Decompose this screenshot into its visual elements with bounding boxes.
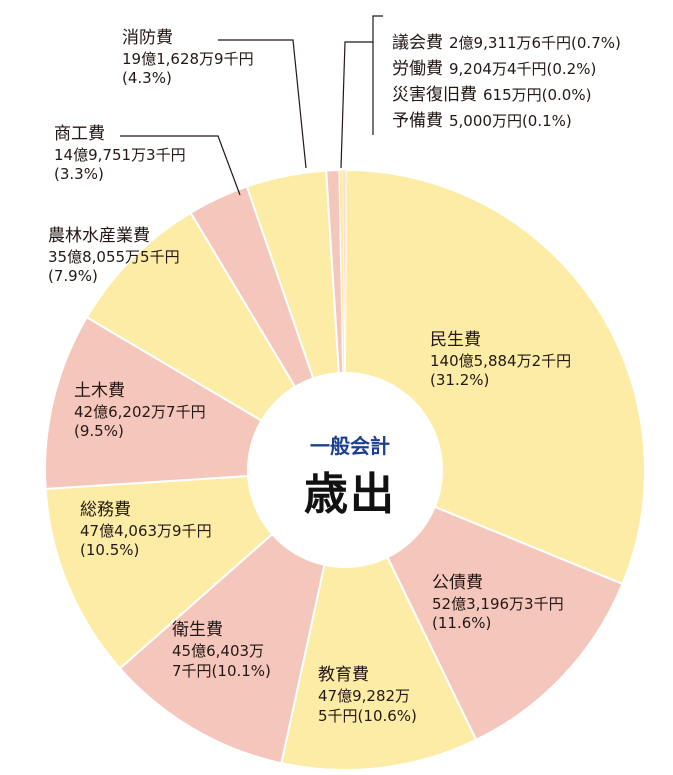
small-item-amount: 615万円(0.0%) xyxy=(483,86,592,104)
label-name: 消防費 xyxy=(122,28,173,48)
small-item-gikai: 議会費 2億9,311万6千円(0.7%) xyxy=(392,30,621,56)
label-name: 公債費 xyxy=(432,573,483,593)
label-kyouiku: 教育費 47億9,282万 5千円(10.6%) xyxy=(318,665,417,726)
label-kousai: 公債費 52億3,196万3千円 (11.6%) xyxy=(432,573,564,633)
small-item-amount: 5,000万円(0.1%) xyxy=(449,112,572,130)
small-item-amount: 9,204万4千円(0.2%) xyxy=(449,60,597,78)
label-name: 衛生費 xyxy=(172,620,223,640)
center-hole xyxy=(247,372,443,568)
label-percent: (10.5%) xyxy=(80,540,140,559)
small-item-name: 予備費 xyxy=(392,111,443,131)
label-eisei: 衛生費 45億6,403万 7千円(10.1%) xyxy=(172,620,271,681)
label-soumu: 総務費 47億4,063万9千円 (10.5%) xyxy=(80,500,212,560)
label-name: 商工費 xyxy=(54,124,105,144)
leader-line-shoukou xyxy=(120,135,241,196)
label-amount: 47億4,063万9千円 xyxy=(80,521,212,540)
label-amount: 42億6,202万7千円 xyxy=(74,402,206,421)
label-amount: 14億9,751万3千円 xyxy=(54,145,186,164)
leader-line-small-items xyxy=(340,15,383,169)
label-name: 農林水産業費 xyxy=(48,226,150,246)
small-items-list: 議会費 2億9,311万6千円(0.7%) 労働費 9,204万4千円(0.2%) … xyxy=(392,30,621,134)
label-name: 総務費 xyxy=(80,500,131,520)
label-minsei: 民生費 140億5,884万2千円 (31.2%) xyxy=(430,330,571,390)
label-percent: (10.1%) xyxy=(211,661,271,680)
label-amount: 140億5,884万2千円 xyxy=(430,351,572,370)
label-percent: (31.2%) xyxy=(430,370,490,389)
leader-line-shoubou xyxy=(218,39,307,169)
label-percent: (11.6%) xyxy=(432,613,492,632)
label-shoukou: 商工費 14億9,751万3千円 (3.3%) xyxy=(54,124,186,184)
small-item-name: 災害復旧費 xyxy=(392,85,477,105)
label-name: 教育費 xyxy=(318,665,369,685)
label-amount: 52億3,196万3千円 xyxy=(432,594,564,613)
label-percent: (10.6%) xyxy=(357,706,417,725)
label-percent: (7.9%) xyxy=(48,266,98,285)
label-amount-cont: 7千円 xyxy=(172,661,212,680)
label-shoubou: 消防費 19億1,628万9千円 (4.3%) xyxy=(122,28,254,88)
label-amount: 47億9,282万 xyxy=(318,686,411,705)
small-item-name: 労働費 xyxy=(392,59,443,79)
chart-title: 歳出 xyxy=(304,469,396,520)
label-percent: (9.5%) xyxy=(74,421,124,440)
small-item-amount: 2億9,311万6千円(0.7%) xyxy=(449,34,621,52)
small-item-saigai: 災害復旧費 615万円(0.0%) xyxy=(392,82,621,108)
small-item-roudou: 労働費 9,204万4千円(0.2%) xyxy=(392,56,621,82)
label-name: 民生費 xyxy=(430,330,481,350)
label-amount: 19億1,628万9千円 xyxy=(122,49,254,68)
label-nourin: 農林水産業費 35億8,055万5千円 (7.9%) xyxy=(48,226,180,286)
label-percent: (3.3%) xyxy=(54,164,104,183)
label-amount: 35億8,055万5千円 xyxy=(48,247,180,266)
small-item-yobi: 予備費 5,000万円(0.1%) xyxy=(392,108,621,134)
label-name: 土木費 xyxy=(74,381,125,401)
label-amount-cont: 5千円 xyxy=(318,706,358,725)
label-percent: (4.3%) xyxy=(122,68,172,87)
chart-subtitle: 一般会計 xyxy=(310,434,390,458)
label-amount: 45億6,403万 xyxy=(172,641,265,660)
label-doboku: 土木費 42億6,202万7千円 (9.5%) xyxy=(74,381,206,441)
small-item-name: 議会費 xyxy=(392,33,443,53)
